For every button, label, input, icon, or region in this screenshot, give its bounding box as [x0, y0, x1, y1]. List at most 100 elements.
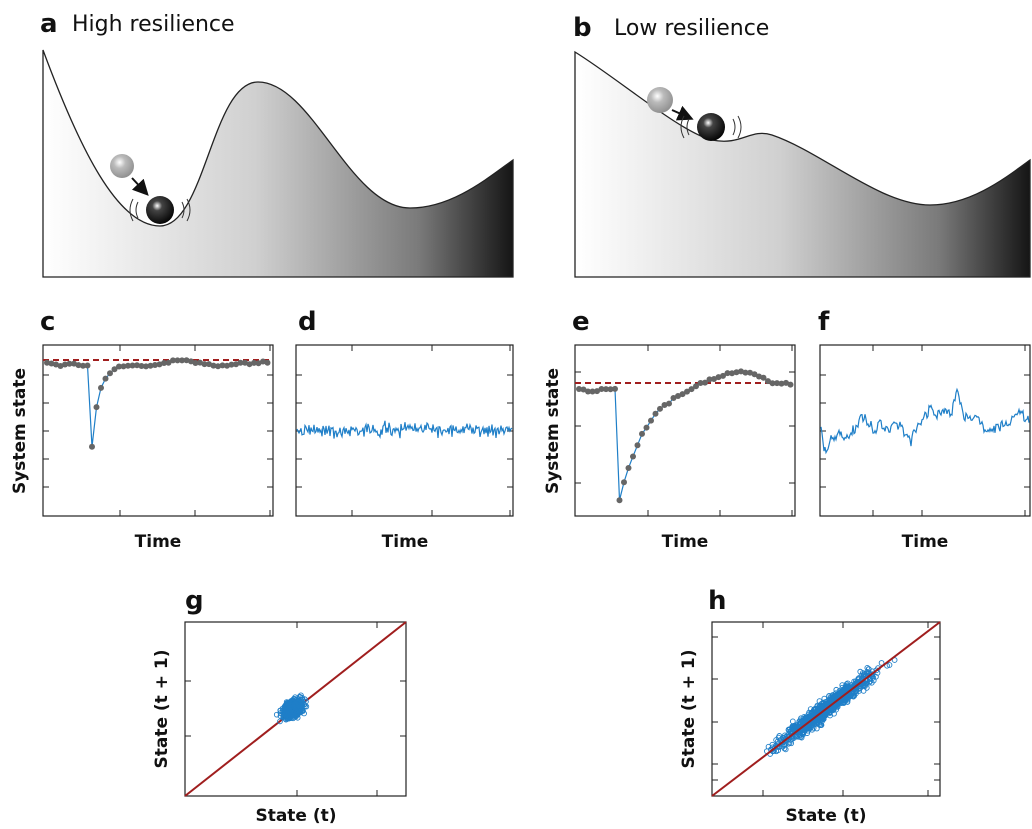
series-point: [44, 359, 50, 366]
plot-frame: [295, 344, 514, 517]
series-point: [751, 371, 758, 378]
series-point: [237, 359, 244, 366]
series-point: [156, 361, 163, 368]
arrow: [671, 105, 694, 121]
scatter-point: [292, 713, 298, 719]
series-point: [206, 361, 212, 368]
series-point: [612, 385, 618, 392]
series-point: [697, 380, 704, 387]
series-point: [255, 360, 262, 367]
series-point: [147, 362, 154, 369]
scatter-point: [816, 706, 822, 713]
x-axis-label: State (t): [255, 806, 336, 826]
series-point: [778, 380, 785, 387]
landscape: [574, 50, 1031, 278]
series-point: [661, 401, 668, 408]
scatter-point: [285, 714, 292, 721]
series-point: [765, 378, 771, 385]
series-point: [134, 362, 140, 369]
scatter-point: [829, 697, 836, 703]
series-point: [138, 363, 145, 370]
scatter-point: [806, 725, 813, 732]
plot-frame: [42, 344, 274, 517]
series-point: [215, 363, 221, 370]
series-point: [774, 380, 780, 387]
series-point: [188, 358, 194, 365]
series-point: [228, 361, 235, 368]
series-point: [71, 360, 77, 367]
arrow: [131, 177, 149, 196]
series-point: [769, 380, 776, 387]
series-point: [242, 359, 248, 366]
scatter-point: [839, 682, 846, 688]
series-point: [675, 393, 681, 400]
plots: [42, 344, 1031, 797]
scatter-point: [834, 692, 841, 698]
scatter-point: [293, 704, 300, 710]
series-point: [643, 424, 650, 431]
series-point: [630, 453, 636, 460]
series-point: [84, 362, 91, 369]
scatter-point: [288, 703, 294, 709]
series-point: [129, 362, 136, 369]
series-point: [625, 464, 632, 471]
scatter-point: [811, 719, 818, 725]
series-point: [684, 388, 690, 395]
scatter-point: [797, 720, 804, 727]
scatter-point: [840, 700, 847, 706]
series-point: [729, 370, 735, 377]
series-point: [174, 357, 181, 364]
ball: [697, 113, 725, 141]
series-point: [693, 383, 699, 390]
series-point: [201, 361, 208, 368]
panel-letter: d: [298, 307, 317, 337]
series-point: [161, 359, 167, 366]
series-point: [733, 369, 740, 376]
series-point: [251, 359, 257, 366]
series-point: [260, 358, 266, 365]
series-point: [756, 373, 762, 380]
scatter-point: [280, 706, 287, 713]
series-point: [783, 379, 789, 386]
scatter-point: [870, 674, 877, 681]
ball-initial: [110, 154, 134, 178]
series-point: [165, 359, 172, 366]
scatter-point: [765, 743, 772, 750]
scatter-point: [865, 666, 872, 672]
series-point: [152, 361, 158, 368]
scatter-point: [793, 728, 800, 735]
scatter-point: [878, 660, 885, 666]
series-point: [679, 391, 686, 398]
y-axis-label: System state: [10, 368, 30, 494]
series-point: [648, 417, 654, 424]
scatter-point: [781, 745, 788, 752]
y-axis-label: State (t + 1): [679, 650, 699, 769]
series-point: [715, 374, 722, 381]
series-point: [585, 388, 591, 395]
series-point: [98, 384, 104, 391]
scatter-point: [860, 682, 867, 689]
series-point: [639, 430, 645, 437]
scatter-point: [813, 725, 820, 732]
scatter-point: [813, 713, 820, 720]
series-point: [657, 405, 663, 412]
series-point: [621, 479, 627, 486]
series-point: [233, 361, 239, 368]
panel-letter: e: [572, 307, 590, 337]
series-point: [183, 357, 190, 364]
panel-letter: g: [185, 586, 204, 616]
series-point: [210, 362, 217, 369]
series-point: [706, 376, 713, 383]
scatter-point: [870, 677, 877, 684]
scatter-point: [823, 702, 829, 709]
scatter-point: [805, 725, 812, 731]
series-point: [724, 370, 731, 377]
series-point: [711, 376, 717, 383]
scatter-point: [837, 699, 844, 706]
series-point: [598, 385, 605, 392]
panel-letter: f: [818, 307, 830, 337]
series-point: [224, 362, 230, 369]
identity-line: [711, 621, 941, 797]
series-point: [170, 357, 176, 364]
